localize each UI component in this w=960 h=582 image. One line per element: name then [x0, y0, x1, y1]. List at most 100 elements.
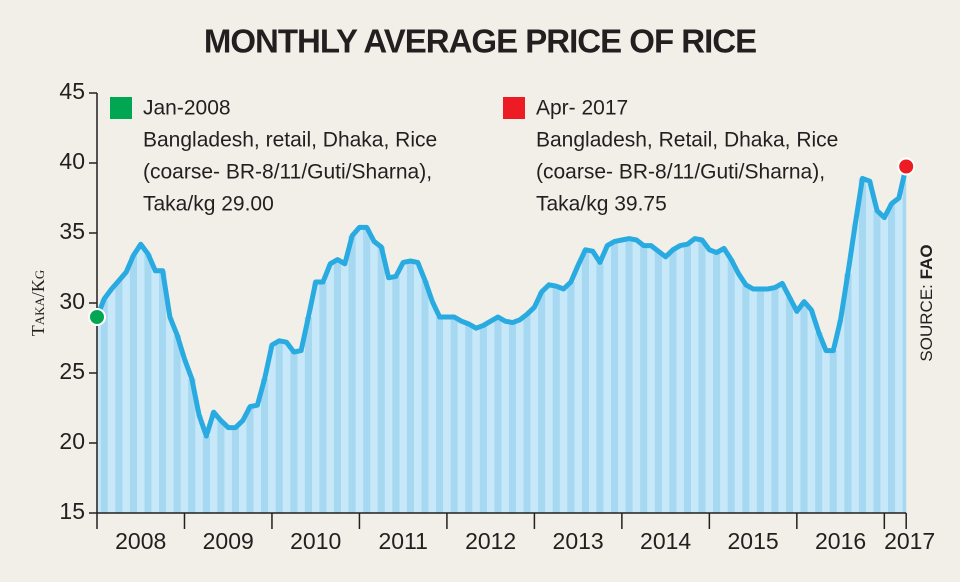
bar [333, 259, 342, 513]
bar [538, 291, 546, 513]
bar [661, 256, 670, 513]
bar [224, 427, 232, 513]
annotation-text: Jan-2008 [143, 97, 231, 120]
bar [487, 321, 495, 513]
bar [713, 252, 721, 513]
bar [261, 378, 269, 513]
x-tick-label: 2009 [203, 528, 254, 554]
bar [778, 283, 786, 513]
bar [880, 217, 888, 513]
y-tick-label: 30 [59, 288, 85, 314]
bar [100, 298, 108, 513]
source-label: SOURCE: [917, 284, 936, 361]
y-tick-label: 25 [59, 358, 85, 384]
bar [209, 412, 218, 513]
y-tick-label: 40 [59, 148, 85, 174]
bar [844, 273, 852, 513]
bar [450, 317, 458, 513]
bar [435, 317, 444, 513]
x-tick-label: 2011 [378, 528, 427, 554]
bar [734, 273, 743, 513]
bar [326, 263, 334, 513]
bar [749, 289, 757, 513]
x-tick-label: 2012 [465, 528, 516, 554]
bar [742, 284, 750, 513]
bar [282, 342, 291, 513]
bar [443, 317, 451, 513]
bar [567, 282, 575, 513]
bar [625, 238, 633, 513]
annotation-text: Bangladesh, retail, Dhaka, Rice [143, 129, 437, 152]
bar [188, 378, 196, 513]
bar [297, 350, 305, 513]
bar [902, 166, 907, 513]
bar [698, 240, 706, 513]
bar [392, 276, 400, 513]
annotation-text: Bangladesh, Retail, Dhaka, Rice [536, 129, 838, 152]
x-tick-label: 2010 [290, 528, 341, 554]
bar [873, 210, 881, 513]
bar [406, 261, 415, 513]
bar [603, 245, 611, 513]
bar [705, 249, 714, 514]
bar [559, 289, 568, 513]
bar [479, 325, 488, 513]
bar [363, 227, 371, 513]
bar [312, 282, 320, 513]
bar [173, 335, 181, 513]
bar [144, 254, 152, 513]
bar [457, 321, 466, 513]
bar [428, 301, 436, 513]
bar [618, 240, 626, 513]
bar [414, 262, 422, 513]
x-tick-label: 2014 [640, 528, 691, 554]
end-point [897, 157, 916, 176]
bar [851, 224, 859, 513]
bar [319, 282, 327, 513]
y-tick-label: 35 [59, 218, 85, 244]
bar [530, 307, 539, 513]
bar [800, 301, 808, 513]
bar [384, 277, 393, 513]
bar [785, 297, 794, 513]
bar [610, 241, 619, 513]
bar [501, 321, 509, 513]
bar [355, 227, 364, 513]
bar [465, 324, 473, 513]
legend-swatch [503, 97, 525, 119]
y-axis-label: Taka/Kg [28, 270, 48, 337]
annotation-text: Taka/kg 29.00 [143, 193, 274, 216]
x-tick-label: 2013 [553, 528, 604, 554]
source-name: FAO [917, 244, 936, 279]
bar [669, 249, 677, 514]
bar [822, 350, 830, 513]
legend-swatch [110, 97, 132, 119]
bar [348, 235, 356, 514]
bar [246, 406, 254, 513]
bar [581, 249, 590, 514]
end-point [88, 308, 106, 326]
annotation-text: (coarse- BR-8/11/Guti/Sharna), [536, 161, 825, 184]
bar [107, 289, 116, 513]
bar [683, 244, 692, 513]
bar [137, 244, 145, 513]
bar [691, 238, 699, 513]
bar [472, 328, 480, 513]
bar [508, 322, 517, 513]
bar [720, 248, 728, 513]
bar [275, 340, 283, 513]
bar [202, 436, 210, 513]
bar [858, 178, 867, 513]
annotation-text: Apr- 2017 [536, 97, 628, 120]
bar [632, 240, 641, 513]
bar [676, 245, 684, 513]
bar [793, 311, 801, 513]
bar [195, 415, 203, 513]
bar [516, 319, 524, 513]
chart-title: MONTHLY AVERAGE PRICE OF RICE [204, 23, 756, 60]
bar [829, 350, 837, 513]
bar [887, 203, 896, 513]
bar [727, 259, 735, 513]
bar [217, 420, 225, 513]
y-tick-label: 45 [59, 78, 85, 104]
